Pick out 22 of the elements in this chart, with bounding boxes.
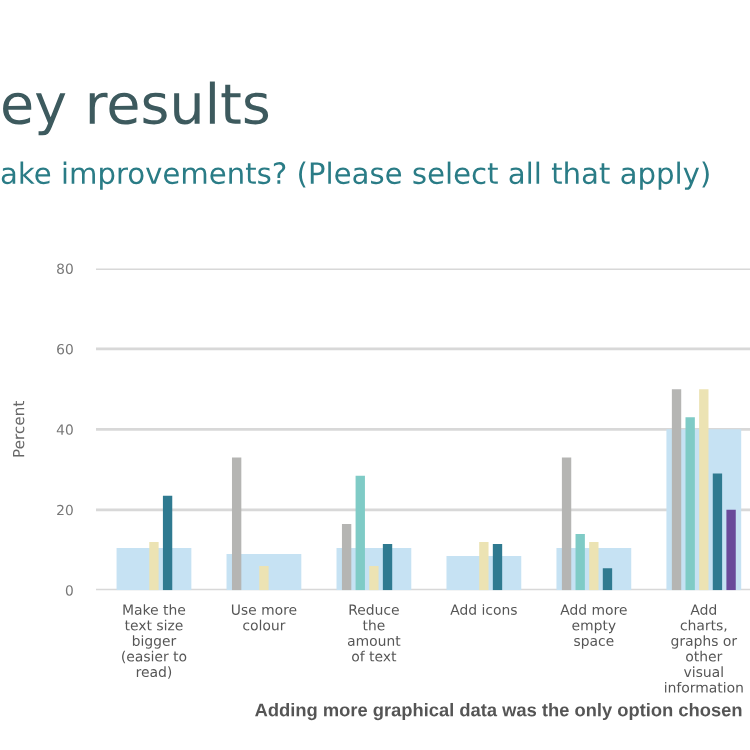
bar	[575, 533, 585, 591]
bar	[561, 457, 572, 591]
bar	[355, 475, 365, 591]
bar	[589, 541, 599, 591]
text: Adding more graphical data was the only option chosen	[255, 702, 742, 721]
bar	[259, 566, 269, 591]
chart-subtitle: ake improvements? (Please select all that apply)	[1, 161, 709, 190]
bar	[479, 541, 489, 591]
bar	[726, 509, 736, 591]
bar	[685, 417, 695, 591]
bar	[671, 389, 682, 591]
bar	[602, 568, 613, 591]
bar	[712, 473, 723, 591]
bar	[382, 544, 393, 591]
bar	[369, 566, 379, 591]
bar	[699, 389, 709, 591]
bar	[492, 544, 503, 591]
bar	[341, 523, 352, 591]
bar	[231, 457, 242, 591]
bar	[149, 541, 159, 591]
chart-title: ey results	[3, 81, 269, 136]
bar	[162, 495, 173, 591]
